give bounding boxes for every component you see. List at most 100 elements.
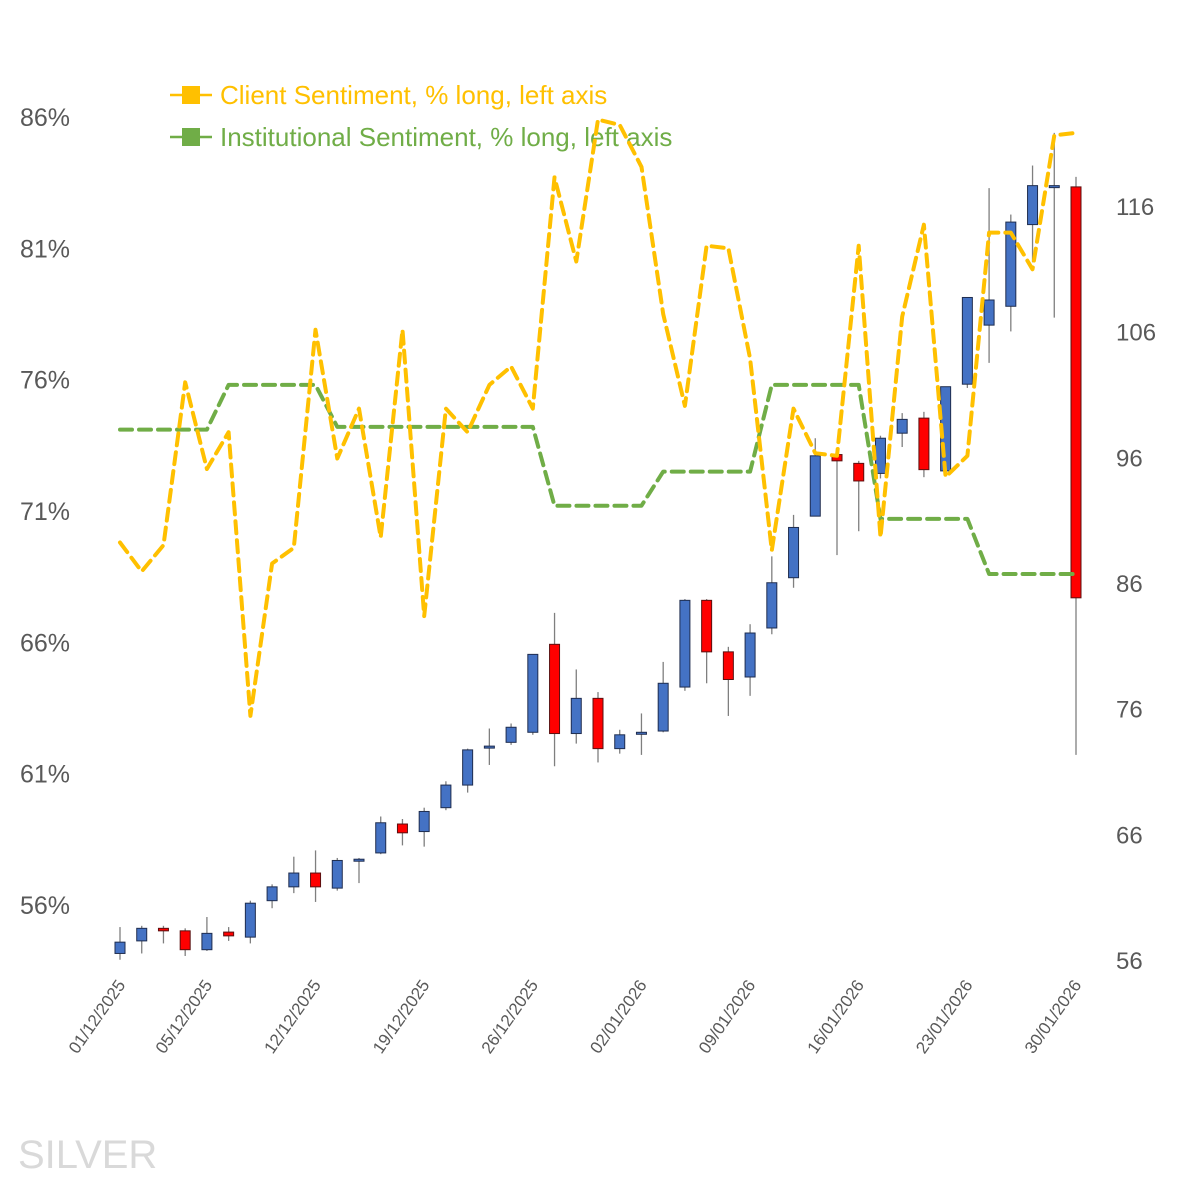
right-tick-label: 96: [1116, 445, 1143, 472]
candle: [831, 450, 843, 556]
candle-body-down: [722, 651, 734, 681]
candle-body-up: [244, 902, 256, 938]
candle-body-down: [157, 927, 169, 932]
right-tick-label: 56: [1116, 948, 1143, 975]
x-tick-label: 26/12/2025: [478, 976, 542, 1057]
candle-body-down: [179, 930, 191, 951]
candle-body-up: [136, 927, 148, 942]
candle: [157, 925, 169, 944]
candle-body-up: [657, 682, 669, 732]
left-tick-label: 61%: [20, 761, 70, 789]
candle-body-down: [223, 931, 235, 937]
candle-body-up: [440, 784, 452, 809]
candle-body-down: [918, 417, 930, 471]
candle-body-up: [353, 858, 365, 862]
candle: [201, 917, 213, 951]
candle-body-up: [896, 418, 908, 434]
left-tick-label: 76%: [20, 367, 70, 395]
candle: [918, 411, 930, 478]
candle: [483, 728, 495, 765]
candle: [527, 653, 539, 735]
x-tick-label: 01/12/2025: [65, 976, 129, 1057]
candle: [375, 816, 387, 855]
candle-body-down: [549, 643, 561, 735]
right-tick-label: 116: [1116, 194, 1154, 221]
candle: [223, 927, 235, 941]
x-tick-label: 02/01/2026: [586, 976, 650, 1057]
left-tick-label: 56%: [20, 892, 70, 920]
candle: [635, 713, 647, 755]
candle-body-up: [375, 822, 387, 854]
left-tick-label: 86%: [20, 104, 70, 132]
legend-item-client: Client Sentiment, % long, left axis: [170, 80, 607, 110]
left-axis: 86% 81% 76% 71% 66% 61% 56%: [20, 104, 70, 920]
x-tick-label: 12/12/2025: [260, 976, 324, 1057]
candle: [310, 850, 322, 902]
institutional-sentiment-line: [118, 382, 1078, 576]
x-tick-label: 09/01/2026: [695, 976, 759, 1057]
candle: [331, 857, 343, 891]
candle-body-up: [679, 599, 691, 688]
x-tick-label: 19/12/2025: [369, 976, 433, 1057]
candle: [1027, 165, 1039, 263]
candle-body-down: [592, 697, 604, 750]
candle: [440, 781, 452, 811]
candle-body-up: [766, 582, 778, 629]
x-tick-label: 30/01/2026: [1021, 976, 1085, 1057]
candle-body-up: [266, 886, 278, 902]
right-tick-label: 86: [1116, 571, 1143, 598]
candle-body-up: [744, 632, 756, 678]
candle: [592, 692, 604, 763]
legend: Client Sentiment, % long, left axis Inst…: [170, 80, 672, 152]
candlestick-series: [114, 132, 1082, 960]
candle: [462, 748, 474, 793]
candle-body-up: [788, 526, 800, 579]
legend-institutional-swatch: [182, 128, 200, 146]
candle-body-down: [310, 872, 322, 888]
candle-body-up: [483, 745, 495, 749]
candle: [788, 514, 800, 588]
candle-body-up: [1005, 221, 1017, 307]
x-axis: 01/12/2025 05/12/2025 12/12/2025 19/12/2025…: [65, 976, 1085, 1057]
candle-body-up: [331, 859, 343, 889]
left-tick-label: 71%: [20, 498, 70, 526]
client-sentiment-line: [118, 117, 1078, 718]
candle: [418, 807, 430, 847]
candle: [983, 188, 995, 363]
candle-body-up: [201, 932, 213, 951]
candle-body-down: [1070, 186, 1082, 599]
legend-institutional-label: Institutional Sentiment, % long, left ax…: [220, 122, 672, 152]
candle-body-up: [614, 734, 626, 750]
candle-body-up: [288, 872, 300, 888]
left-tick-label: 81%: [20, 235, 70, 263]
candle-body-up: [505, 726, 517, 743]
x-tick-label: 05/12/2025: [152, 976, 216, 1057]
candle-body-up: [527, 653, 539, 733]
candle-body-up: [809, 455, 821, 517]
x-tick-label: 23/01/2026: [912, 976, 976, 1057]
candle: [679, 599, 691, 691]
left-tick-label: 66%: [20, 629, 70, 657]
candle: [722, 646, 734, 716]
candle: [853, 460, 865, 532]
sentiment-lines: [118, 117, 1078, 718]
candle-body-down: [396, 823, 408, 834]
candle: [114, 927, 126, 960]
legend-client-label: Client Sentiment, % long, left axis: [220, 80, 607, 110]
candle: [1048, 132, 1060, 318]
candle-body-up: [1027, 185, 1039, 226]
candle: [614, 729, 626, 754]
x-tick-label: 16/01/2026: [804, 976, 868, 1057]
candle-body-up: [1048, 185, 1060, 189]
candle-body-up: [635, 731, 647, 735]
candle-body-up: [983, 299, 995, 326]
candle: [896, 413, 908, 448]
legend-client-swatch: [182, 86, 200, 104]
right-tick-label: 76: [1116, 697, 1143, 724]
right-tick-label: 66: [1116, 822, 1143, 849]
candle-body-up: [961, 296, 973, 385]
candle: [353, 857, 365, 884]
candle-body-up: [114, 941, 126, 954]
candle: [396, 818, 408, 846]
